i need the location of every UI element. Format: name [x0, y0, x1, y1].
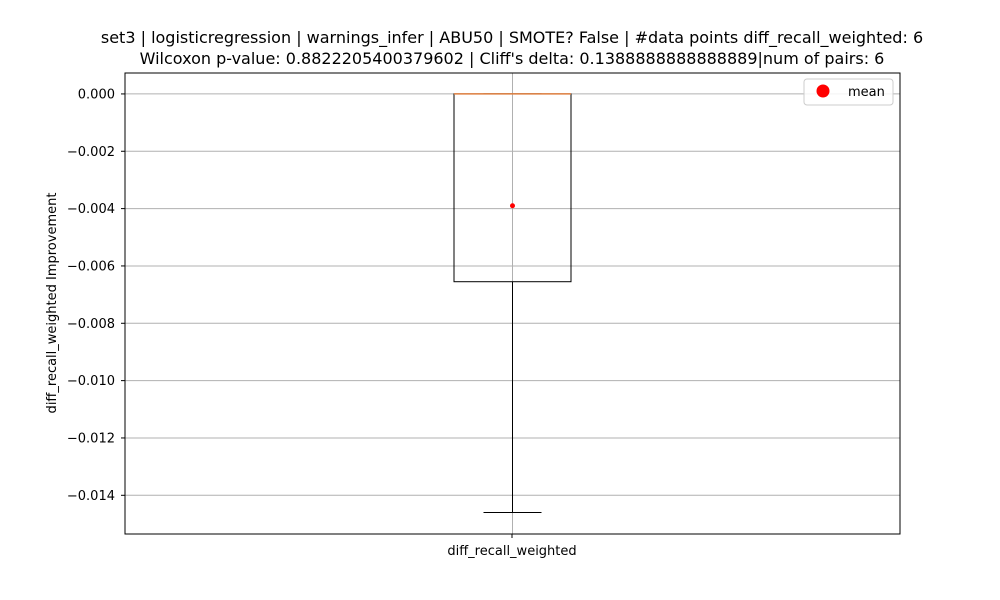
legend: mean [803, 78, 894, 106]
y-tick-label: −0.010 [67, 374, 115, 389]
box-layer [453, 93, 572, 513]
legend-mean-marker [816, 84, 830, 98]
mean-marker [510, 203, 515, 209]
y-tick-label: 0.000 [78, 87, 115, 102]
y-tick-label: −0.012 [67, 431, 115, 446]
x-tick-label: diff_recall_weighted [447, 544, 576, 559]
y-tick-label: −0.004 [67, 202, 115, 217]
y-axis-ticks: 0.000 −0.002 −0.004 −0.006 −0.008 −0.010 −0.01… [67, 87, 125, 504]
y-axis-label: diff_recall_weighted Improvement [45, 193, 60, 414]
chart-title-line1: set3 | logisticregression | warnings_inf… [101, 28, 923, 48]
y-tick-label: −0.014 [67, 489, 115, 504]
y-tick-label: −0.006 [67, 259, 115, 274]
chart-title-line2: Wilcoxon p-value: 0.8822205400379602 | C… [140, 49, 885, 68]
y-tick-label: −0.008 [67, 317, 115, 332]
y-tick-label: −0.002 [67, 145, 115, 160]
legend-mean-label: mean [848, 85, 885, 100]
